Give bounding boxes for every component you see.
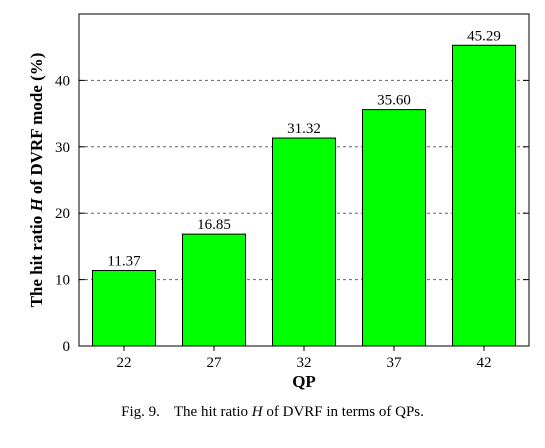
- x-axis-title: QP: [292, 372, 316, 391]
- y-axis-title: The hit ratio H of DVRF mode (%): [27, 53, 46, 308]
- x-tick-label: 27: [207, 355, 223, 371]
- data-label: 35.60: [377, 93, 411, 109]
- bars: [92, 44, 516, 347]
- y-axis-ticks: 0 10 20 30 40: [55, 73, 529, 355]
- x-tick-label: 22: [117, 355, 132, 371]
- y-tick-label: 10: [55, 273, 70, 289]
- caption-label: Fig. 9.: [121, 404, 160, 420]
- x-tick-label: 32: [297, 355, 312, 371]
- x-axis-ticks: 22 27 32 37 42: [117, 346, 492, 371]
- bar: [182, 233, 246, 347]
- y-axis-title-part-2: of DVRF mode (%): [27, 53, 46, 199]
- bar: [272, 137, 336, 347]
- figure-caption: Fig. 9. The hit ratio H of DVRF in terms …: [0, 404, 545, 421]
- y-tick-label: 20: [55, 206, 70, 222]
- data-labels: 11.37 16.85 31.32 35.60 45.29: [107, 28, 500, 269]
- data-label: 31.32: [287, 121, 321, 137]
- data-label: 45.29: [467, 28, 501, 44]
- bar: [92, 270, 156, 347]
- bar: [452, 44, 516, 347]
- data-label: 16.85: [197, 217, 231, 233]
- caption-variable: H: [251, 404, 263, 420]
- y-axis-title-variable: H: [27, 198, 46, 213]
- caption-text: The hit ratio: [173, 404, 252, 420]
- y-tick-label: 0: [63, 339, 71, 355]
- y-tick-label: 40: [55, 73, 70, 89]
- caption-text-end: of DVRF in terms of QPs.: [262, 404, 424, 420]
- bar: [362, 109, 426, 347]
- y-axis-title-part-1: The hit ratio: [27, 212, 46, 308]
- y-tick-label: 30: [55, 140, 70, 156]
- data-label: 11.37: [107, 254, 141, 270]
- x-tick-label: 37: [387, 355, 403, 371]
- chart-svg: 11.37 16.85 31.32 35.60 45.29 0 10 20 30 40 22 27…: [27, 13, 530, 391]
- x-tick-label: 42: [477, 355, 492, 371]
